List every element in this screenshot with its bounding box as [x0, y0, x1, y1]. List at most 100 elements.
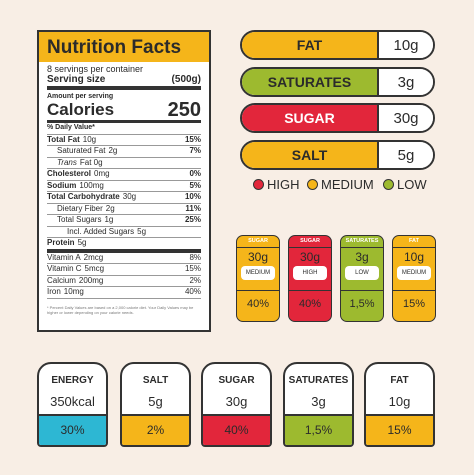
card-percent: 15% — [366, 414, 433, 445]
card-percent: 30% — [39, 414, 106, 445]
nutrient-name: Saturated Fat 2g — [47, 146, 117, 157]
calories: 250 — [167, 99, 201, 121]
legend-item: MEDIUM — [307, 177, 374, 192]
small-card-title: SUGAR — [289, 236, 331, 248]
vitamin-label: Calcium — [47, 275, 76, 285]
legend-dot — [307, 179, 318, 190]
small-card-title: SUGAR — [237, 236, 279, 248]
legend-item: HIGH — [253, 177, 300, 192]
vitamin-label: Iron — [47, 287, 61, 296]
nutrient-amount: 1g — [104, 215, 114, 224]
bar-label: SALT — [242, 141, 379, 168]
nutrient-row: Saturated Fat 2g 7% — [47, 146, 201, 158]
small-card-level: MEDIUM — [241, 266, 275, 280]
nutrient-amount: 5g — [137, 226, 147, 236]
serving-size-row: Serving size (500g) — [47, 74, 201, 90]
calories-row: Calories 250 — [47, 100, 201, 123]
nutrient-name: Total Sugars 1g — [47, 215, 113, 226]
legend-dot — [253, 179, 264, 190]
nutrient-amount: 100mg — [79, 180, 104, 190]
vitamin-row: Vitamin A 2mcg 8% — [47, 252, 201, 264]
nutrient-amount: 10g — [82, 134, 97, 144]
nutrient-label: Protein — [47, 238, 75, 247]
vitamin-amount: 5mcg — [84, 264, 105, 273]
card-title: FAT — [390, 375, 409, 386]
nutrient-row: Total Fat 10g 15% — [47, 134, 201, 146]
card: FAT 10g 15% — [364, 362, 435, 447]
nutrient-amount: 2g — [105, 203, 115, 213]
vitamin-amount: 200mg — [78, 275, 104, 285]
nutrient-amount: 30g — [122, 192, 137, 201]
vitamin-name: Vitamin C 5mcg — [47, 264, 104, 275]
nutrition-label: Nutrition Facts 8 servings per container… — [37, 30, 211, 332]
level-bar: FAT 10g — [240, 30, 435, 60]
dv-header: % Daily Value* — [47, 123, 201, 135]
bar-value: 10g — [379, 32, 433, 58]
card-value: 350kcal — [50, 394, 95, 409]
small-card-level: MEDIUM — [397, 266, 431, 280]
card-value: 5g — [148, 394, 163, 409]
vitamin-dv: 8% — [189, 252, 201, 262]
nutrient-dv: 15% — [184, 134, 201, 144]
card-value: 3g — [311, 394, 326, 409]
legend-label: MEDIUM — [321, 177, 374, 192]
vitamin-name: Calcium 200mg — [47, 276, 103, 287]
card-percent: 2% — [122, 414, 189, 445]
bar-value: 5g — [379, 141, 433, 168]
card: ENERGY 350kcal 30% — [37, 362, 108, 447]
serving-size: (500g) — [171, 74, 201, 85]
vitamin-amount: 10mg — [63, 287, 84, 296]
nutrient-name: Cholesterol 0mg — [47, 169, 110, 180]
vitamin-dv: 15% — [184, 264, 201, 273]
small-card-value: 3g — [355, 250, 369, 264]
legend-label: HIGH — [267, 177, 300, 192]
nutrient-label: Sodium — [47, 180, 77, 190]
nutrition-body: 8 servings per container Serving size (5… — [39, 64, 209, 315]
nutrient-row: Total Sugars 1g 25% — [47, 215, 201, 227]
nutrition-title: Nutrition Facts — [39, 32, 209, 62]
nutrient-row: Cholesterol 0mg 0% — [47, 169, 201, 181]
small-card: SATURATES 3g LOW 1,5% — [340, 235, 384, 322]
bar-label: SUGAR — [242, 105, 379, 131]
servings: 8 servings per container — [47, 64, 144, 74]
nutrient-label: Dietary Fiber — [57, 203, 103, 213]
small-card-percent: 1,5% — [341, 290, 383, 311]
small-card-percent: 15% — [393, 290, 435, 311]
nutrient-label: Total Carbohydrate — [47, 192, 120, 201]
nutrient-label: Incl. Added Sugars — [67, 226, 135, 236]
small-card-percent: 40% — [237, 290, 279, 311]
card-title: SUGAR — [218, 375, 255, 386]
nutrient-rows: Total Fat 10g 15% Saturated Fat 2g 7% Trans Fat… — [47, 135, 201, 253]
footnote: * Percent Daily Values are based on a 2,… — [47, 304, 194, 315]
card-percent: 1,5% — [285, 414, 352, 445]
nutrient-name: Total Fat 10g — [47, 135, 96, 146]
vitamin-rows: Vitamin A 2mcg 8% Vitamin C 5mcg 15% Calcium 20… — [47, 253, 201, 299]
nutrient-row: Dietary Fiber 2g 11% — [47, 203, 201, 215]
nutrient-name: Dietary Fiber 2g — [47, 204, 115, 215]
card-title: SALT — [142, 375, 169, 386]
vitamin-label: Vitamin A — [47, 252, 81, 262]
nutrient-row: Protein 5g — [47, 238, 201, 253]
calories-label: Calories — [47, 100, 115, 119]
nutrient-dv: 25% — [184, 215, 201, 224]
card-percent: 40% — [203, 414, 270, 445]
card-value: 30g — [225, 394, 248, 409]
small-card: SUGAR 30g MEDIUM 40% — [236, 235, 280, 322]
nutrient-dv: 0% — [189, 169, 201, 178]
small-card-value: 30g — [299, 250, 321, 264]
nutrient-label: Cholesterol — [47, 169, 92, 178]
nutrient-row: Incl. Added Sugars 5g — [47, 227, 201, 238]
bar-value: 3g — [379, 68, 433, 95]
small-card-value: 10g — [403, 250, 425, 264]
small-card: SUGAR 30g HIGH 40% — [288, 235, 332, 322]
nutrient-dv: 11% — [185, 203, 201, 213]
bar-label: FAT — [242, 32, 379, 58]
small-card-title: FAT — [393, 236, 435, 248]
vitamin-name: Iron 10mg — [47, 287, 84, 298]
nutrient-name: Incl. Added Sugars 5g — [47, 227, 146, 238]
nutrient-row: Total Carbohydrate 30g 10% — [47, 192, 201, 204]
nutrient-amount: Fat 0g — [79, 157, 103, 167]
small-card-level: LOW — [345, 266, 379, 280]
vitamin-row: Calcium 200mg 2% — [47, 276, 201, 287]
card-value: 10g — [388, 394, 411, 409]
